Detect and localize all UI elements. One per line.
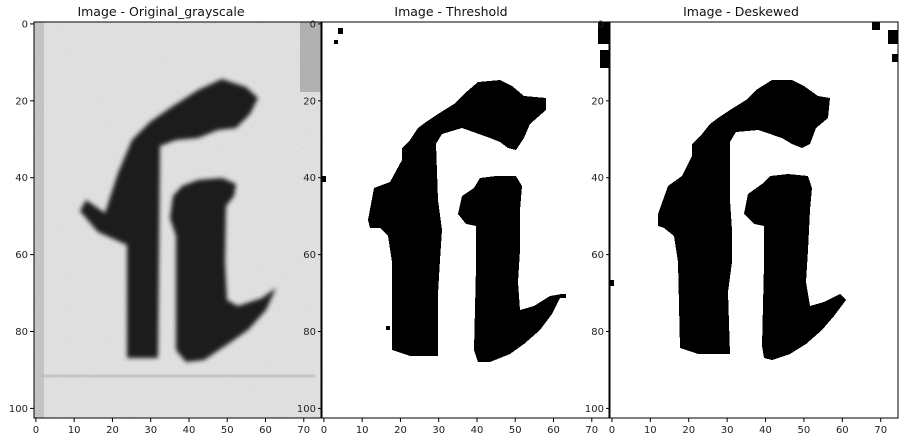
panel-title: Image - Threshold <box>394 4 508 19</box>
x-tick-label: 0 <box>321 425 327 436</box>
y-tick-label: 20 <box>15 96 28 107</box>
panel-original-grayscale: Image - Original_grayscale <box>0 0 322 442</box>
y-tick-label: 100 <box>9 404 28 415</box>
x-tick-label: 70 <box>874 425 887 436</box>
x-tick-label: 40 <box>471 425 484 436</box>
x-tick-label: 30 <box>432 425 445 436</box>
x-tick-label: 30 <box>721 425 734 436</box>
x-tick-label: 40 <box>759 425 772 436</box>
y-tick-label: 0 <box>598 19 604 30</box>
panel-threshold: Image - Threshold 0 10 20 30 40 50 60 70 0 20 40 60… <box>290 0 612 442</box>
y-tick-label: 40 <box>591 173 604 184</box>
plot-deskewed: 0 10 20 30 40 50 60 70 0 20 40 60 80 100 <box>585 19 899 436</box>
plot-grayscale: 0 10 20 30 40 50 60 70 0 20 40 60 80 100 <box>9 19 322 436</box>
y-tick-label: 20 <box>591 96 604 107</box>
x-tick-label: 20 <box>106 425 119 436</box>
y-tick-label: 0 <box>310 19 316 30</box>
x-tick-label: 60 <box>836 425 849 436</box>
y-tick-label: 80 <box>303 327 316 338</box>
x-tick-label: 60 <box>259 425 272 436</box>
axes-frame <box>321 21 610 419</box>
x-tick-label: 70 <box>297 425 310 436</box>
y-tick-label: 0 <box>22 19 28 30</box>
glyph-grayscale <box>80 79 276 362</box>
x-tick-label: 30 <box>144 425 157 436</box>
x-tick-label: 60 <box>547 425 560 436</box>
x-tick-label: 20 <box>394 425 407 436</box>
x-tick-label: 10 <box>644 425 657 436</box>
x-tick-label: 50 <box>221 425 234 436</box>
x-tick-label: 50 <box>798 425 811 436</box>
panel-title: Image - Deskewed <box>683 4 799 19</box>
y-tick-label: 20 <box>303 96 316 107</box>
y-tick-label: 80 <box>15 327 28 338</box>
x-tick-label: 70 <box>585 425 598 436</box>
y-tick-label: 60 <box>303 250 316 261</box>
glyph-threshold <box>322 22 609 362</box>
x-tick-label: 50 <box>509 425 522 436</box>
y-tick-label: 100 <box>297 404 316 415</box>
y-tick-label: 60 <box>591 250 604 261</box>
y-tick-label: 60 <box>15 250 28 261</box>
glyph-deskewed <box>610 22 898 360</box>
axes-frame <box>33 21 322 419</box>
panel-title: Image - Original_grayscale <box>77 4 245 19</box>
x-tick-label: 40 <box>183 425 196 436</box>
y-tick-label: 100 <box>585 404 604 415</box>
plot-threshold: 0 10 20 30 40 50 60 70 0 20 40 60 80 100 <box>297 19 610 436</box>
x-tick-label: 0 <box>609 425 615 436</box>
x-tick-label: 20 <box>682 425 695 436</box>
y-tick-label: 40 <box>15 173 28 184</box>
x-tick-label: 0 <box>33 425 39 436</box>
x-tick-label: 10 <box>356 425 369 436</box>
y-tick-label: 80 <box>591 327 604 338</box>
y-tick-label: 40 <box>303 173 316 184</box>
panel-deskewed: Image - Deskewed 0 10 20 30 40 50 60 70 0 20 40 60 8… <box>578 0 904 442</box>
axes-frame <box>609 21 899 419</box>
x-tick-label: 10 <box>68 425 81 436</box>
